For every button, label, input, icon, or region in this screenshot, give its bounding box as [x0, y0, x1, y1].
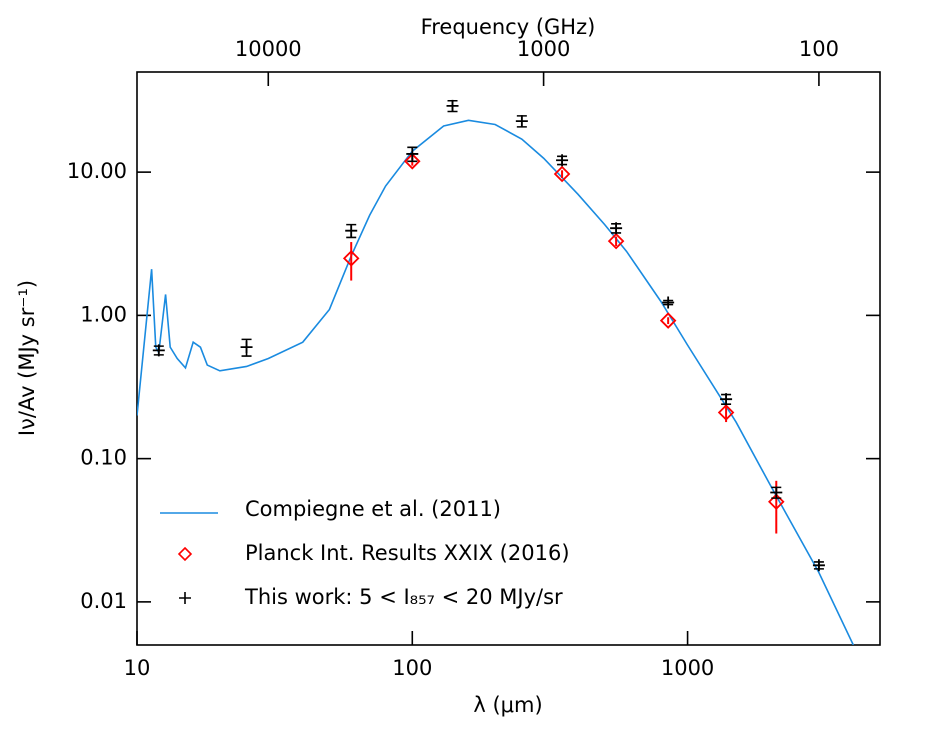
top-tick-label: 100 [799, 37, 839, 61]
top-tick-label: 10000 [235, 37, 302, 61]
y-tick-label: 10.00 [67, 159, 127, 183]
plus-marker [240, 341, 253, 354]
plus-marker [662, 296, 675, 309]
diamond-marker [553, 165, 571, 183]
plus-marker [770, 486, 783, 499]
plus-marker [152, 344, 165, 357]
plus-marker [446, 99, 459, 112]
y-tick-label: 1.00 [80, 302, 127, 326]
x-axis-label: λ (μm) [473, 693, 542, 717]
y-axis-label: Iν/Av (MJy sr⁻¹) [15, 280, 39, 436]
top-tick-label: 1000 [517, 37, 570, 61]
diamond-marker [717, 404, 735, 421]
plot-area [137, 99, 855, 645]
plus-marker [610, 222, 623, 235]
legend-diamond [177, 546, 193, 562]
legend-label: This work: 5 < I₈₅₇ < 20 MJy/sr [244, 585, 563, 609]
model-line [137, 119, 855, 645]
plus-marker [515, 115, 528, 128]
y-tick-label: 0.01 [80, 589, 127, 613]
x-tick-label: 10 [124, 656, 151, 680]
diamond-marker [404, 153, 421, 170]
legend-label: Planck Int. Results XXIX (2016) [245, 541, 570, 565]
plus-marker [720, 393, 733, 406]
top-axis-label: Frequency (GHz) [421, 15, 596, 39]
plus-marker [812, 559, 825, 572]
plus-marker [406, 147, 419, 160]
plus-marker [556, 154, 569, 167]
diamond-marker [659, 312, 677, 329]
diamond-marker [342, 250, 360, 267]
x-tick-label: 100 [392, 656, 432, 680]
x-tick-label: 1000 [661, 656, 714, 680]
plot-frame [136, 71, 881, 646]
legend-label: Compiegne et al. (2011) [245, 497, 501, 521]
diamond-marker [768, 493, 785, 511]
plus-marker [345, 224, 358, 237]
y-tick-label: 0.10 [80, 446, 127, 470]
diamond-marker [607, 232, 625, 250]
legend-plus [179, 592, 191, 604]
